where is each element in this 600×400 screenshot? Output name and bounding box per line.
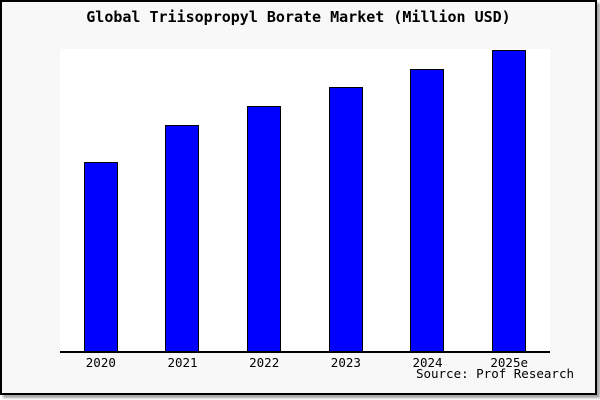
bar-2023 <box>328 87 363 351</box>
bar-2024 <box>410 68 445 351</box>
bar-2025e <box>492 49 527 351</box>
chart-title: Global Triisopropyl Borate Market (Milli… <box>86 8 511 26</box>
x-tick-label-2021: 2021 <box>167 355 198 370</box>
plot-area <box>60 49 550 353</box>
x-tick-label-2022: 2022 <box>249 355 280 370</box>
x-axis-tick-labels: 2020 2021 2022 2023 2024 2025e <box>60 356 550 370</box>
x-tick-label-2025e: 2025e <box>490 355 529 370</box>
bar-2022 <box>247 106 282 351</box>
x-tick-label-2024: 2024 <box>412 355 443 370</box>
source-note: Source: Prof Research <box>415 366 574 381</box>
bar-2020 <box>83 161 118 351</box>
x-tick-label-2023: 2023 <box>330 355 361 370</box>
bar-2021 <box>165 125 200 351</box>
x-tick-label-2020: 2020 <box>85 355 116 370</box>
